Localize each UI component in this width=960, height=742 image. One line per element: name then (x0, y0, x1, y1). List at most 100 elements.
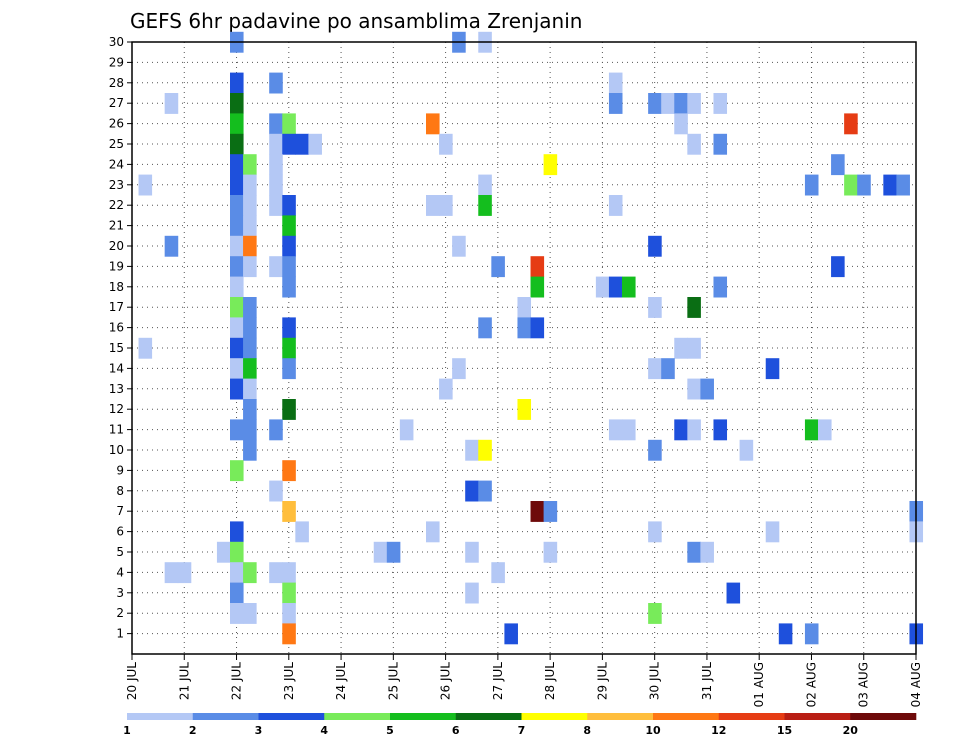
chart-title: GEFS 6hr padavine po ansamblima Zrenjani… (130, 9, 582, 33)
y-tick-label: 21 (109, 219, 124, 233)
heatmap-cell (726, 582, 741, 604)
y-tick-label: 14 (109, 361, 124, 375)
heatmap-cell (230, 195, 244, 216)
heatmap-cell (700, 378, 714, 400)
colorbar-label: 3 (255, 724, 263, 737)
heatmap-cell (465, 439, 479, 461)
heatmap-cell (674, 93, 688, 114)
heatmap-cell (778, 623, 793, 645)
y-tick-label: 8 (116, 484, 124, 498)
y-tick-label: 1 (116, 627, 124, 641)
heatmap-cell (138, 337, 153, 359)
heatmap-cell (269, 72, 283, 94)
colorbar-label: 1 (123, 724, 131, 737)
heatmap-cell (230, 603, 244, 624)
y-tick-label: 24 (109, 157, 124, 171)
heatmap-cell (243, 297, 257, 318)
heatmap-cell (648, 439, 662, 461)
heatmap-cell (243, 195, 257, 216)
colorbar-label: 6 (452, 724, 460, 737)
y-tick-label: 10 (109, 443, 124, 457)
heatmap-cell (648, 297, 662, 318)
heatmap-cell (282, 562, 296, 584)
colorbar-label: 8 (583, 724, 591, 737)
x-tick-label: 02 AUG (804, 662, 818, 707)
heatmap-cell (713, 133, 728, 155)
heatmap-cell (543, 154, 558, 176)
x-tick-label: 23 JUL (282, 662, 296, 700)
heatmap-cell (648, 358, 662, 380)
heatmap-cell (243, 256, 257, 278)
x-tick-label: 01 AUG (752, 662, 766, 707)
colorbar-label: 4 (320, 724, 328, 737)
colorbar-swatch (258, 713, 325, 720)
heatmap-cell (164, 562, 179, 584)
y-tick-label: 23 (109, 178, 124, 192)
heatmap-cell (452, 235, 466, 257)
heatmap-cell (530, 276, 545, 298)
y-tick-label: 16 (109, 321, 124, 335)
heatmap-cell (674, 337, 688, 359)
heatmap-cell (243, 399, 257, 420)
heatmap-cell (164, 235, 179, 257)
colorbar-label: 12 (711, 724, 726, 737)
y-tick-label: 27 (109, 96, 124, 110)
heatmap-cell (230, 460, 244, 482)
heatmap-cell (230, 235, 244, 257)
heatmap-cell (608, 276, 623, 298)
y-tick-label: 28 (109, 76, 124, 90)
heatmap-cell (230, 93, 244, 114)
heatmap-cell (230, 541, 244, 563)
heatmap-cell (426, 521, 440, 543)
heatmap-cell (243, 378, 257, 400)
y-tick-label: 26 (109, 117, 124, 131)
heatmap-cell (595, 276, 610, 298)
heatmap-cell (465, 582, 479, 604)
heatmap-cell (465, 480, 479, 502)
y-tick-label: 3 (116, 586, 124, 600)
y-tick-label: 6 (116, 525, 124, 539)
y-tick-label: 12 (109, 402, 124, 416)
heatmap-cell (282, 399, 296, 420)
heatmap-cell (269, 480, 283, 502)
heatmap-cell (504, 623, 518, 645)
x-tick-label: 20 JUL (125, 662, 139, 700)
heatmap-cell (243, 154, 257, 176)
heatmap-cell (439, 195, 453, 216)
heatmap-cell (243, 215, 257, 237)
heatmap-cell (269, 113, 283, 135)
x-tick-label: 22 JUL (230, 662, 244, 700)
heatmap-cell (452, 358, 466, 380)
heatmap-cell (243, 235, 257, 257)
heatmap-cell (608, 195, 623, 216)
heatmap-cell (282, 582, 296, 604)
heatmap-cell (243, 419, 257, 441)
colorbar-swatch (127, 713, 194, 720)
colorbar-swatch (324, 713, 391, 720)
heatmap-cell (282, 133, 296, 155)
heatmap-cell (700, 541, 714, 563)
heatmap-cell (269, 562, 283, 584)
heatmap-cell (478, 439, 492, 461)
colorbar-label: 2 (189, 724, 197, 737)
y-tick-label: 15 (109, 341, 124, 355)
y-tick-label: 13 (109, 382, 124, 396)
y-tick-label: 17 (109, 300, 124, 314)
heatmap-cell (282, 276, 296, 298)
heatmap-cell (804, 419, 819, 441)
colorbar-swatch (784, 713, 851, 720)
heatmap-cell (478, 195, 492, 216)
heatmap-cell (243, 174, 257, 196)
y-tick-label: 30 (109, 35, 124, 49)
x-tick-label: 28 JUL (543, 662, 557, 700)
heatmap-cell (517, 399, 532, 420)
x-tick-label: 25 JUL (386, 662, 400, 700)
heatmap-cell (282, 215, 296, 237)
heatmap-cell (491, 562, 505, 584)
heatmap-cell (230, 256, 244, 278)
heatmap-cell (426, 195, 440, 216)
heatmap-cell (648, 603, 662, 624)
heatmap-cell (439, 378, 453, 400)
x-tick-label: 21 JUL (177, 662, 191, 700)
